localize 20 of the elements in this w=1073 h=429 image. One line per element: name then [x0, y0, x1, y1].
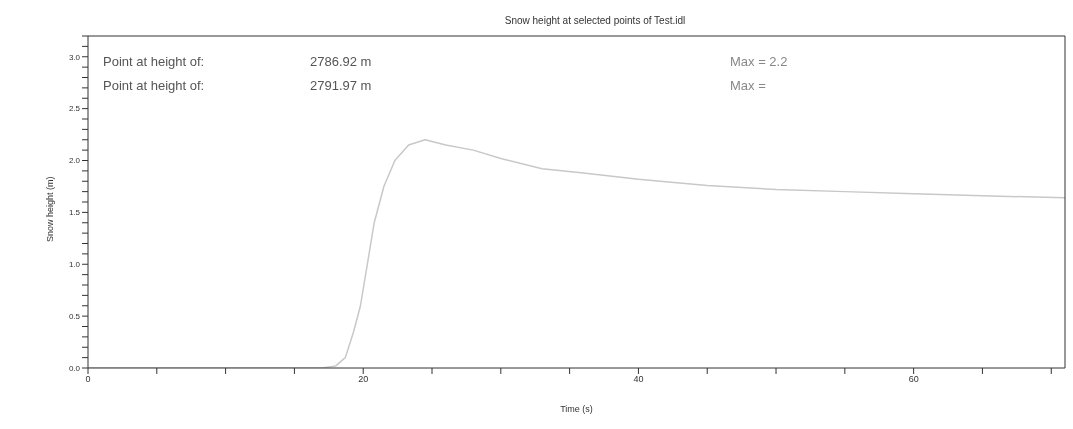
y-tick-label: 1.0: [68, 260, 81, 270]
x-tick-label: 60: [908, 374, 919, 385]
y-tick-label: 0.5: [68, 311, 81, 321]
y-tick-label: 1.5: [68, 208, 81, 218]
y-tick-label: 2.0: [68, 156, 81, 166]
y-tick-label: 2.5: [68, 104, 81, 114]
y-tick-label: 3.0: [68, 52, 81, 62]
y-tick-label: 0.0: [68, 363, 81, 373]
y-axis-title: Snow height (m): [45, 176, 56, 242]
x-tick-label: 40: [633, 374, 644, 385]
annotation: Point at height of:: [103, 54, 205, 69]
x-tick-label: 20: [358, 374, 369, 385]
annotation: 2791.97 m: [310, 78, 372, 93]
annotation: 2786.92 m: [310, 54, 372, 69]
x-axis-title: Time (s): [560, 404, 593, 414]
chart-title: Snow height at selected points of Test.idl: [504, 15, 686, 26]
annotation: Max =: [730, 78, 766, 93]
annotation: Point at height of:: [103, 78, 205, 93]
x-tick-label: 0: [85, 374, 91, 385]
annotation: Max = 2.2: [730, 54, 788, 69]
